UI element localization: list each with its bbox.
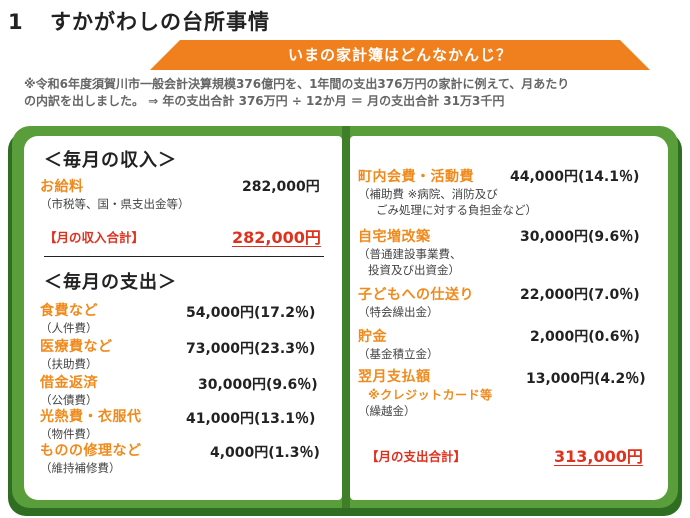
expense-item-amount: 4,000円(1.3％) <box>210 445 320 461</box>
expense-item-amount: 54,000円(17.2％) <box>186 305 316 321</box>
notes-line-2: の内訳を出しました。 ⇒ 年の支出合計 376万円 ÷ 12か月 ＝ 月の支出合… <box>24 94 505 108</box>
banner-text: いまの家計簿はどんなかんじ？ <box>287 46 512 64</box>
banner: いまの家計簿はどんなかんじ？ <box>150 40 650 70</box>
expense-item-debt: 借金返済 （公債費） <box>40 372 98 408</box>
expense-item-sub: （特会繰出金） <box>358 305 439 319</box>
book-left-page <box>24 136 342 500</box>
expense-item-utilities: 光熱費・衣服代 （物件費） <box>40 406 142 442</box>
expense-item-label: 食費など <box>40 303 98 319</box>
expense-item-amount: 30,000円(9.6％) <box>198 377 318 393</box>
expense-item-sub: （公債費） <box>40 393 98 407</box>
expense-item-food: 食費など （人件費） <box>40 300 98 336</box>
expense-item-sub: （維持補修費） <box>40 461 121 475</box>
expense-item-label: 貯金 <box>358 329 387 345</box>
expense-item-amount: 41,000円(13.1％) <box>186 411 316 427</box>
expense-item-sub: （普通建設事業費、 <box>358 247 462 261</box>
expense-item-label: 借金返済 <box>40 375 98 391</box>
book-right-page <box>350 136 668 500</box>
expense-item-next-month: 翌月支払額 ※クレジットカード等 （繰越金） <box>358 366 493 419</box>
expense-item-sub: （扶助費） <box>40 357 98 371</box>
expense-item-label: 翌月支払額 <box>358 369 431 385</box>
income-item-label: お給料 <box>40 179 84 195</box>
income-total-amount: 282,000円 <box>232 228 321 247</box>
expense-item-label: ものの修理など <box>40 443 142 459</box>
expense-item-sub: ごみ処理に対する負担金など） <box>376 203 537 217</box>
notes-line-1: ※令和6年度須賀川市一般会計決算規模376億円を、1年間の支出376万円の家計に… <box>24 77 570 91</box>
expense-item-sub: 投資及び出資金） <box>368 263 460 277</box>
expense-item-sub: （人件費） <box>40 321 98 335</box>
income-heading: ＜毎月の収入＞ <box>44 150 177 171</box>
expense-heading: ＜毎月の支出＞ <box>44 272 177 293</box>
section-title: すかがわしの台所事情 <box>50 10 270 34</box>
expense-item-community: 町内会費・活動費 （補助費 ※病院、消防及び ごみ処理に対する負担金など） <box>358 166 537 218</box>
expense-item-amount: 22,000円(7.0％) <box>520 287 640 303</box>
expense-item-repairs: ものの修理など （維持補修費） <box>40 440 142 476</box>
expense-item-label: 子どもへの仕送り <box>358 287 474 303</box>
income-total-label: 【月の収入合計】 <box>44 230 145 245</box>
expense-item-sub: （繰越金） <box>358 404 416 418</box>
expense-item-amount: 2,000円(0.6％) <box>530 329 640 345</box>
expense-item-label: 自宅増改築 <box>358 229 431 245</box>
page-title: 1 すかがわしの台所事情 <box>8 6 270 36</box>
notes: ※令和6年度須賀川市一般会計決算規模376億円を、1年間の支出376万円の家計に… <box>24 76 674 110</box>
section-number: 1 <box>8 10 24 34</box>
expense-item-sub: （補助費 ※病院、消防及び <box>358 187 498 201</box>
expense-item-sub: （物件費） <box>40 427 98 441</box>
expense-item-amount: 30,000円(9.6％) <box>520 229 640 245</box>
expense-item-amount: 44,000円(14.1％) <box>510 169 640 185</box>
expense-item-label: 医療費など <box>40 339 113 355</box>
banner-shape <box>150 40 650 70</box>
expense-total-amount: 313,000円 <box>554 447 643 466</box>
income-item-amount: 282,000円 <box>242 179 320 195</box>
expense-item-home: 自宅増改築 （普通建設事業費、 投資及び出資金） <box>358 226 462 278</box>
income-item-sub: （市税等、国・県支出金等） <box>40 197 190 211</box>
expense-item-sub: （基金積立金） <box>358 347 439 361</box>
expense-item-label: 町内会費・活動費 <box>358 169 474 185</box>
expense-item-savings: 貯金 （基金積立金） <box>358 326 439 362</box>
expense-item-amount: 73,000円(23.3％) <box>186 341 316 357</box>
expense-item-label: 光熱費・衣服代 <box>40 409 142 425</box>
expense-item-note: ※クレジットカード等 <box>368 388 493 402</box>
expense-item-amount: 13,000円(4.2％) <box>526 371 646 387</box>
expense-total-label: 【月の支出合計】 <box>366 449 467 464</box>
expense-item-children: 子どもへの仕送り （特会繰出金） <box>358 284 474 320</box>
income-item: お給料 （市税等、国・県支出金等） <box>40 176 190 212</box>
divider <box>44 256 324 257</box>
expense-item-medical: 医療費など （扶助費） <box>40 336 113 372</box>
